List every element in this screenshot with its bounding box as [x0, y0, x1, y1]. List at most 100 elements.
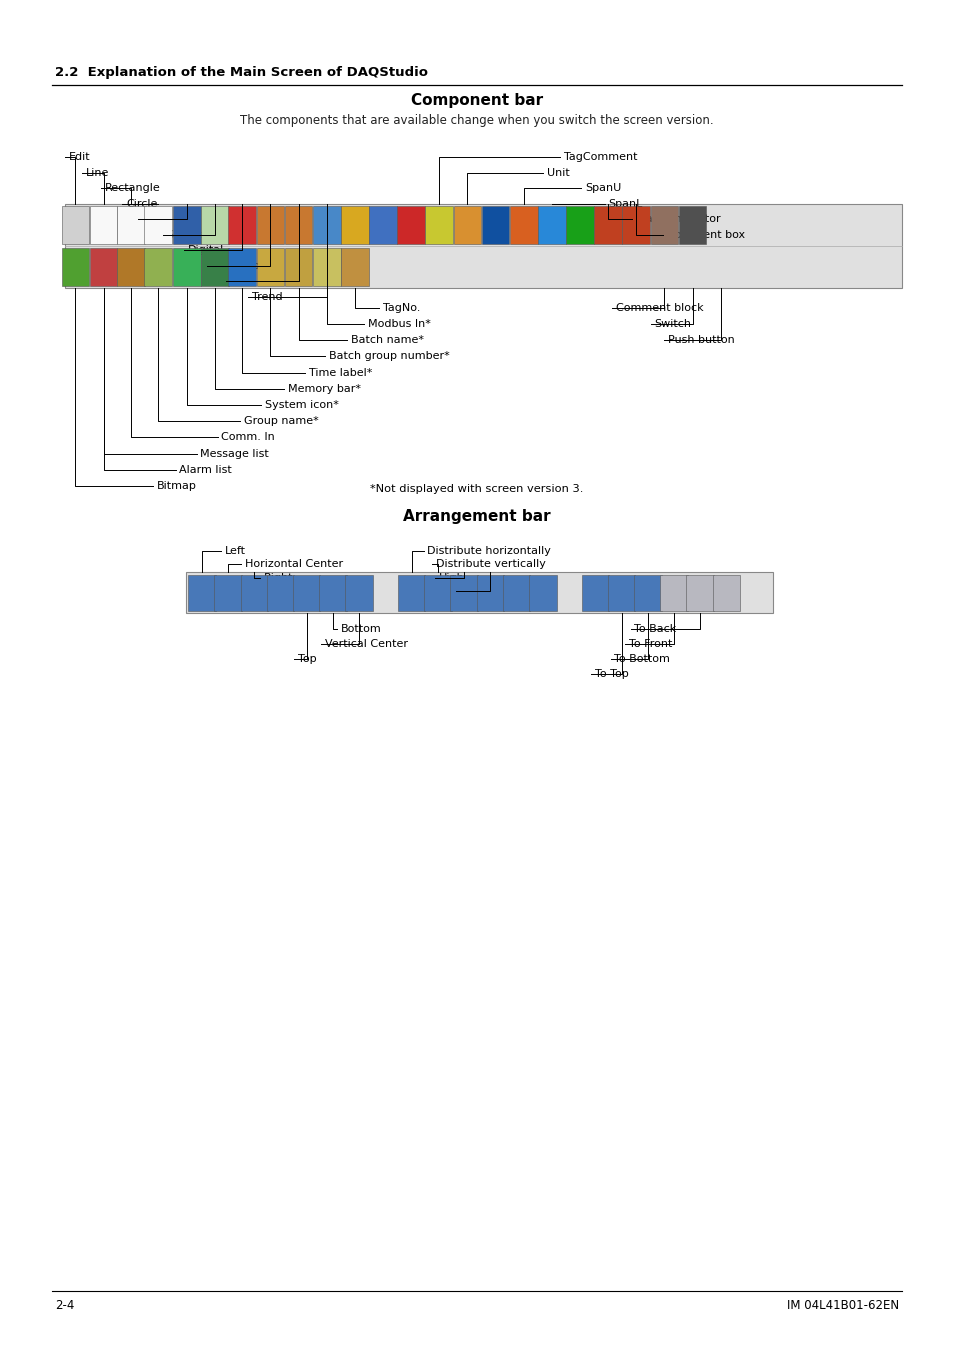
FancyBboxPatch shape — [319, 575, 346, 610]
Text: System icon*: System icon* — [265, 400, 338, 410]
FancyBboxPatch shape — [502, 575, 530, 610]
FancyBboxPatch shape — [144, 207, 172, 243]
Text: Component bar: Component bar — [411, 93, 542, 108]
Text: Vertical Center: Vertical Center — [325, 639, 408, 649]
FancyBboxPatch shape — [116, 207, 145, 243]
Text: Line: Line — [86, 167, 109, 178]
Text: Horizontal Center: Horizontal Center — [245, 559, 343, 570]
Text: To Back: To Back — [634, 624, 676, 634]
Text: Digital: Digital — [188, 246, 224, 255]
Text: Comm. In: Comm. In — [221, 432, 274, 443]
FancyBboxPatch shape — [397, 575, 425, 610]
Text: 2.2  Explanation of the Main Screen of DAQStudio: 2.2 Explanation of the Main Screen of DA… — [55, 66, 428, 78]
FancyBboxPatch shape — [510, 207, 537, 243]
FancyBboxPatch shape — [396, 207, 424, 243]
FancyBboxPatch shape — [144, 248, 172, 286]
Bar — [186, 572, 772, 613]
Text: TagNo.: TagNo. — [382, 302, 419, 313]
Text: Alarm list: Alarm list — [179, 464, 232, 475]
FancyBboxPatch shape — [566, 207, 593, 243]
FancyBboxPatch shape — [313, 207, 340, 243]
FancyBboxPatch shape — [116, 248, 145, 286]
Text: To Top: To Top — [595, 668, 628, 679]
Text: Distribute horizontally: Distribute horizontally — [427, 545, 551, 556]
Text: Bar: Bar — [230, 277, 249, 286]
FancyBboxPatch shape — [581, 575, 608, 610]
FancyBboxPatch shape — [214, 575, 241, 610]
FancyBboxPatch shape — [634, 575, 660, 610]
FancyBboxPatch shape — [712, 575, 740, 610]
FancyBboxPatch shape — [256, 207, 284, 243]
Text: TagComment: TagComment — [563, 153, 638, 162]
Text: Edit: Edit — [69, 153, 91, 162]
Text: Simple digital: Simple digital — [167, 230, 243, 240]
Text: High: High — [438, 572, 464, 583]
Text: Distribute vertically: Distribute vertically — [436, 559, 545, 570]
FancyBboxPatch shape — [284, 248, 313, 286]
FancyBboxPatch shape — [240, 575, 268, 610]
Text: Wide: Wide — [459, 586, 487, 597]
FancyBboxPatch shape — [293, 575, 320, 610]
FancyBboxPatch shape — [454, 207, 480, 243]
Text: Label: Label — [142, 215, 172, 224]
FancyBboxPatch shape — [529, 575, 556, 610]
Text: To Bottom: To Bottom — [614, 653, 670, 664]
FancyBboxPatch shape — [61, 207, 89, 243]
Text: Modbus In*: Modbus In* — [368, 319, 431, 329]
FancyBboxPatch shape — [61, 248, 89, 286]
Text: Memory bar*: Memory bar* — [288, 383, 361, 394]
Text: Trend: Trend — [252, 292, 282, 302]
FancyBboxPatch shape — [650, 207, 678, 243]
Text: *Not displayed with screen version 3.: *Not displayed with screen version 3. — [370, 483, 583, 494]
Text: Bitmap: Bitmap — [156, 481, 196, 491]
Text: IM 04L41B01-62EN: IM 04L41B01-62EN — [785, 1299, 898, 1312]
Text: Batch group number*: Batch group number* — [329, 351, 450, 362]
FancyBboxPatch shape — [450, 575, 477, 610]
Text: Message list: Message list — [200, 448, 269, 459]
Text: Bottom: Bottom — [341, 624, 381, 634]
FancyBboxPatch shape — [369, 207, 396, 243]
Text: Time label*: Time label* — [309, 367, 372, 378]
FancyBboxPatch shape — [424, 575, 451, 610]
Text: Push button: Push button — [667, 335, 734, 346]
FancyBboxPatch shape — [345, 575, 373, 610]
FancyBboxPatch shape — [201, 248, 229, 286]
Text: Group name*: Group name* — [244, 416, 318, 427]
FancyBboxPatch shape — [267, 575, 294, 610]
FancyBboxPatch shape — [256, 248, 284, 286]
Text: Comment box: Comment box — [666, 230, 744, 240]
Text: Switch: Switch — [654, 319, 691, 329]
FancyBboxPatch shape — [537, 207, 565, 243]
Text: Rectangle: Rectangle — [105, 184, 160, 193]
FancyBboxPatch shape — [229, 248, 255, 286]
Text: Simple bar: Simple bar — [212, 261, 272, 271]
FancyBboxPatch shape — [173, 248, 200, 286]
Text: Arrangement bar: Arrangement bar — [403, 509, 550, 524]
Text: Circle: Circle — [126, 198, 157, 209]
Text: Comment block: Comment block — [616, 302, 703, 313]
Bar — [65, 204, 901, 288]
FancyBboxPatch shape — [659, 575, 687, 610]
FancyBboxPatch shape — [173, 207, 200, 243]
FancyBboxPatch shape — [90, 207, 117, 243]
Text: To Front: To Front — [629, 639, 672, 649]
FancyBboxPatch shape — [201, 207, 229, 243]
FancyBboxPatch shape — [679, 207, 705, 243]
FancyBboxPatch shape — [284, 207, 313, 243]
Text: Batch name*: Batch name* — [351, 335, 424, 346]
Text: Unit: Unit — [546, 167, 569, 178]
FancyBboxPatch shape — [607, 575, 635, 610]
FancyBboxPatch shape — [481, 207, 509, 243]
Text: The components that are available change when you switch the screen version.: The components that are available change… — [240, 113, 713, 127]
Text: Right: Right — [264, 572, 294, 583]
FancyBboxPatch shape — [313, 248, 340, 286]
FancyBboxPatch shape — [622, 207, 650, 243]
FancyBboxPatch shape — [341, 248, 368, 286]
Text: Alarm indicator: Alarm indicator — [635, 215, 720, 224]
FancyBboxPatch shape — [90, 248, 117, 286]
FancyBboxPatch shape — [341, 207, 368, 243]
FancyBboxPatch shape — [188, 575, 215, 610]
Text: 2-4: 2-4 — [55, 1299, 74, 1312]
FancyBboxPatch shape — [476, 575, 503, 610]
Text: Left: Left — [225, 545, 246, 556]
